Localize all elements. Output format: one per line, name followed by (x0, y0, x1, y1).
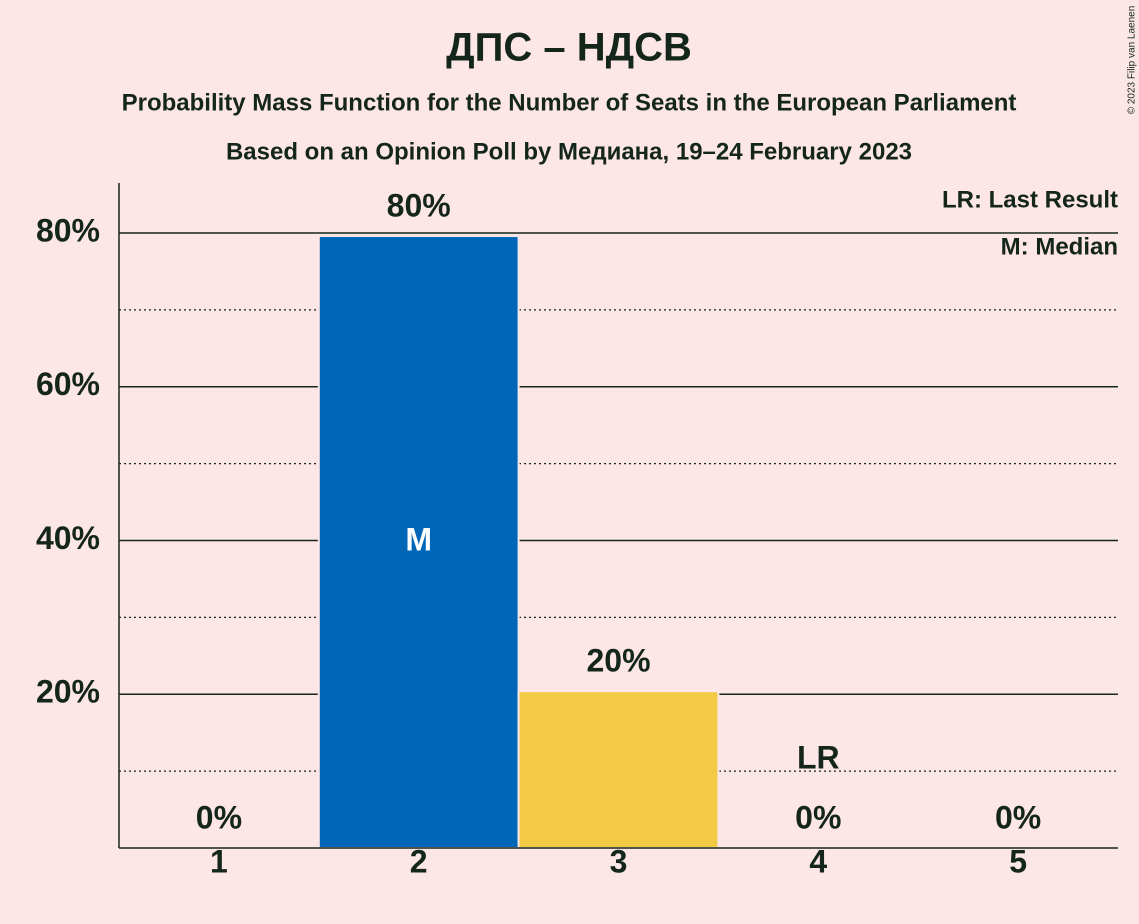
y-tick-label: 20% (36, 674, 100, 710)
value-label: 20% (586, 643, 650, 679)
chart-subtitle: Based on an Opinion Poll by Медиана, 19–… (226, 138, 912, 165)
value-label: 80% (387, 187, 451, 223)
legend-entry: LR: Last Result (942, 186, 1118, 213)
value-label: 0% (995, 799, 1041, 835)
copyright: © 2023 Filip van Laenen (1127, 6, 1138, 115)
x-tick-label: 4 (809, 843, 827, 879)
legend-entry: M: Median (1001, 233, 1118, 260)
chart-title: ДПС – НДСВ (446, 26, 692, 70)
bar (517, 690, 720, 849)
y-tick-label: 40% (36, 520, 100, 556)
x-tick-label: 2 (410, 843, 428, 879)
value-label: 0% (196, 799, 242, 835)
value-label: 0% (795, 799, 841, 835)
x-tick-label: 1 (210, 843, 228, 879)
median-marker: M (405, 521, 432, 557)
x-tick-label: 5 (1009, 843, 1027, 879)
last-result-marker: LR (797, 739, 840, 775)
y-tick-label: 80% (36, 212, 100, 248)
y-tick-label: 60% (36, 366, 100, 402)
x-tick-label: 3 (610, 843, 628, 879)
chart-subtitle: Probability Mass Function for the Number… (122, 89, 1017, 116)
